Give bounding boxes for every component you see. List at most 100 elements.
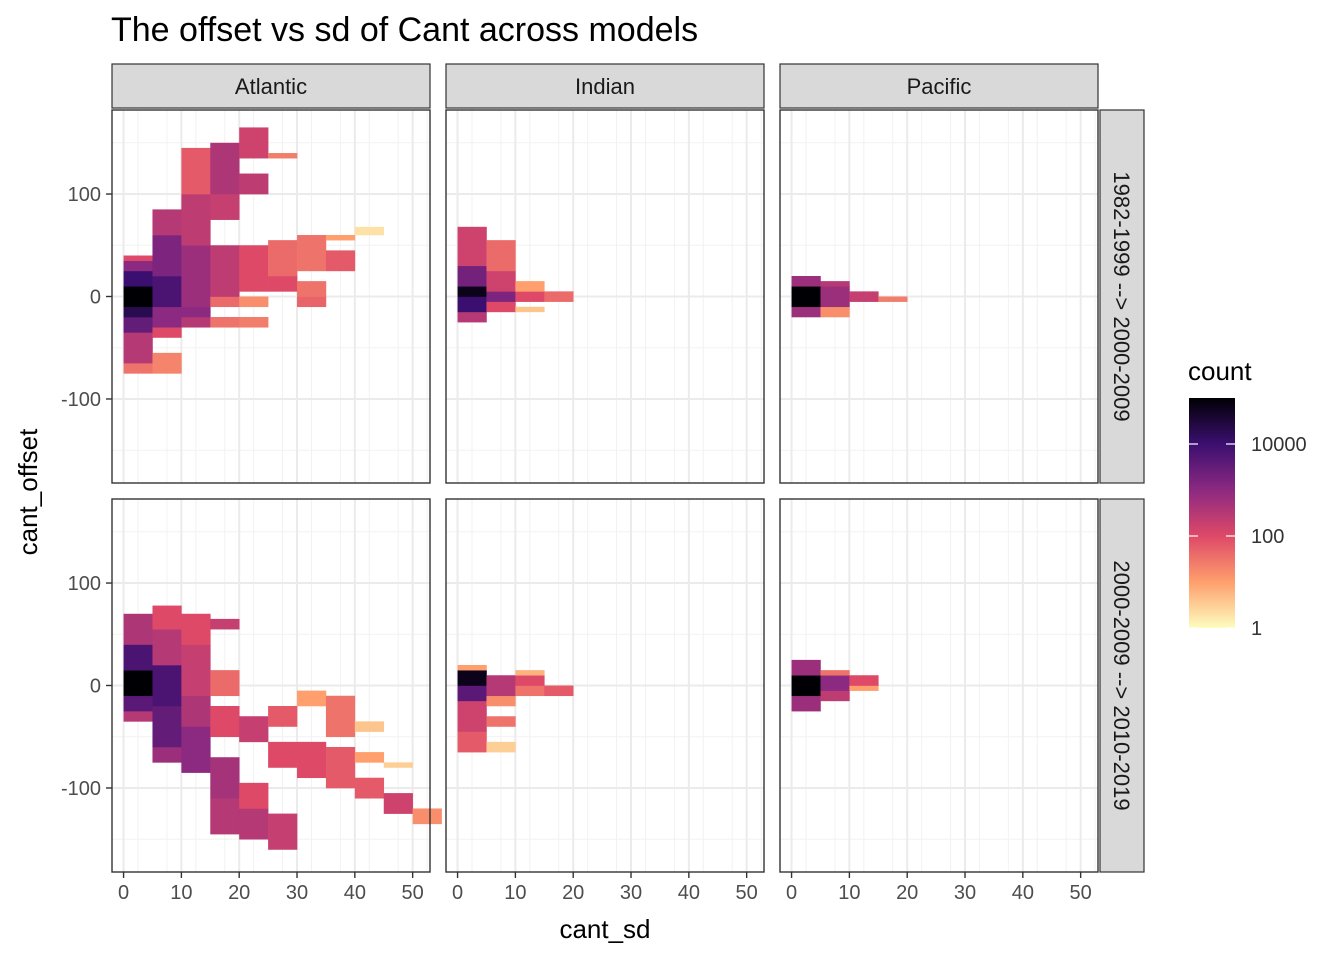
row-strip-2 [1099,498,1145,873]
x-tick-label: 30 [620,882,642,904]
heat-cell [544,291,574,302]
x-tick-label: 50 [736,882,758,904]
heat-cell [297,690,327,707]
y-tick-label: -100 [61,778,101,800]
panel-atlantic-row1 [111,109,431,484]
heat-cell [268,240,298,277]
heat-cell [181,695,211,727]
panel-pacific-row2 [779,498,1099,873]
x-tick-label: 0 [786,882,797,904]
heat-cell [791,675,821,697]
heat-cell [486,741,516,753]
panel-pacific-row1 [779,109,1099,484]
heat-cell [181,245,211,308]
heat-cell [325,250,356,272]
x-tick-label: 0 [452,882,463,904]
heat-cell [239,316,269,328]
x-tick-label: 20 [896,882,918,904]
heat-cell [210,705,240,738]
heat-cell [849,675,879,686]
heat-cell [181,147,211,195]
heat-cell [268,741,298,768]
heat-cell [791,306,821,318]
heat-cell [820,306,850,318]
panel-border [779,109,1099,484]
heat-cell [152,665,182,707]
heat-cell [239,127,269,159]
x-tick-label: 10 [838,882,860,904]
heat-cell [515,670,545,676]
heat-cell [457,311,487,323]
heat-cell [123,260,153,272]
heat-cell [486,240,516,272]
y-tick-label: -100 [61,389,101,411]
heat-cell [239,245,269,292]
heat-cell [820,690,850,702]
y-tick-label: 100 [68,573,101,595]
heat-cell [123,613,153,645]
heat-cell [849,291,879,302]
heat-cell [152,327,182,338]
heat-cell [152,352,182,374]
heat-cell [239,296,269,308]
heat-cell [123,270,153,287]
heat-cell [383,762,413,768]
heat-cell [354,226,385,236]
heat-cell [515,281,545,292]
panel-border [445,109,765,484]
heat-cell [791,659,821,676]
heat-cell [181,306,211,318]
row-strip-label-2: 2000-2009 --> 2010-2019 [1109,560,1134,810]
heat-cell [486,291,516,302]
heat-cell [515,685,545,697]
x-tick-label: 50 [1070,882,1092,904]
heat-cell [123,306,153,318]
heat-cell [268,705,298,727]
panel-indian-row2 [445,498,765,873]
legend-label: 1 [1251,618,1262,640]
heat-cell [123,695,153,712]
chart-title: The offset vs sd of Cant across models [111,11,698,49]
heat-cell [457,670,487,686]
y-tick-label: 0 [90,676,101,698]
x-tick-label: 50 [402,882,424,904]
heat-cell [457,296,487,313]
x-tick-label: 10 [504,882,526,904]
legend-label: 100 [1251,526,1284,548]
heat-cell [152,276,182,308]
heat-cell [210,316,240,328]
y-axis-title: cant_offset [13,428,43,556]
strip-indian [445,63,765,109]
heat-cell [210,618,240,630]
strip-label-indian: Indian [575,74,635,99]
x-tick-label: 40 [678,882,700,904]
panel-indian-row1 [445,109,765,484]
x-tick-label: 40 [344,882,366,904]
heat-cell [123,286,153,308]
heat-cell [486,695,516,707]
heat-cell [123,670,153,697]
heat-cell [325,695,356,738]
y-tick-label: 0 [90,287,101,309]
panel-border [779,498,1099,873]
heat-cell [457,700,487,732]
heat-cell [515,675,545,686]
heat-cell [152,705,182,748]
heat-cell [515,291,545,302]
heat-cell [354,721,385,732]
heat-cell [457,731,487,753]
x-tick-label: 0 [118,882,129,904]
heat-cell [210,142,240,195]
heat-cell [457,286,487,297]
heat-cell [297,235,327,272]
heat-cell [152,235,182,277]
heat-cell [210,194,240,220]
heat-cell [297,281,327,297]
heat-cell [123,711,153,722]
heat-cell [791,276,821,287]
x-tick-label: 20 [228,882,250,904]
heat-cell [152,209,182,236]
heat-cell [210,798,240,835]
heat-cell [820,670,850,676]
heat-cell [486,270,516,292]
